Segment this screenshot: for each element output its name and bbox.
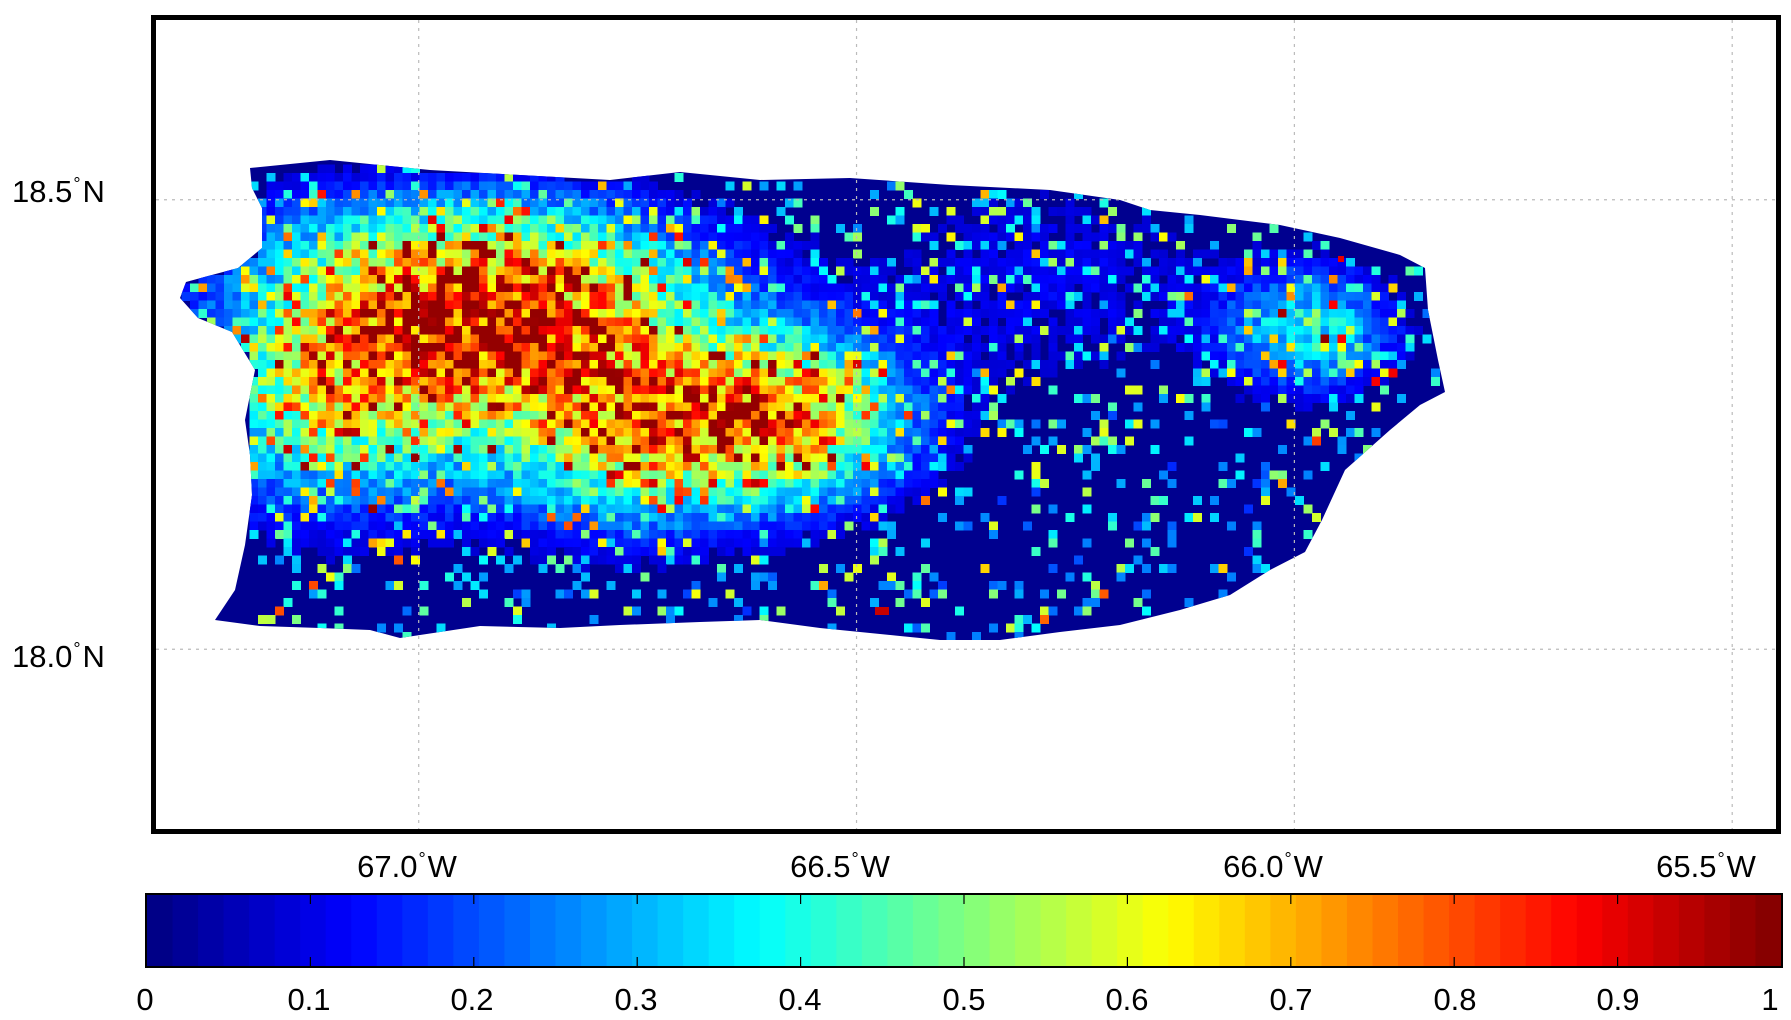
degree-symbol: ° — [73, 639, 81, 659]
degree-symbol: ° — [1284, 849, 1292, 869]
colorbar-tick-label: 0.7 — [1269, 982, 1313, 1017]
degree-symbol: ° — [851, 849, 859, 869]
colorbar-gradient — [147, 895, 1781, 966]
lon-label-66-0-value: 66.0 — [1223, 849, 1284, 884]
land-raster — [181, 164, 1440, 640]
lon-label-65-5: 65.5°W — [1656, 849, 1756, 884]
lon-label-66-0: 66.0°W — [1223, 849, 1323, 884]
colorbar-steps — [147, 895, 1781, 966]
map-plot-area — [151, 15, 1781, 834]
colorbar-tick-label: 0.9 — [1596, 982, 1640, 1017]
colorbar — [145, 893, 1783, 968]
map-svg — [156, 20, 1776, 829]
degree-symbol: ° — [418, 849, 426, 869]
colorbar-tick-label: 0.4 — [778, 982, 822, 1017]
map-grid — [156, 20, 1776, 829]
colorbar-tick-label: 0 — [136, 982, 154, 1017]
colorbar-tick-label: 0.8 — [1433, 982, 1477, 1017]
colorbar-tick-label: 0.3 — [614, 982, 658, 1017]
degree-symbol: ° — [73, 174, 81, 194]
lat-label-18-0-suffix: N — [82, 639, 105, 674]
lat-label-18-0-value: 18.0 — [12, 639, 73, 674]
lon-label-66-0-suffix: W — [1293, 849, 1323, 884]
lon-label-66-5-suffix: W — [860, 849, 890, 884]
lat-label-18-5-suffix: N — [82, 174, 105, 209]
lat-label-18-0: 18.0°N — [12, 639, 105, 674]
colorbar-tick-label: 0.2 — [450, 982, 494, 1017]
lon-label-67-0-suffix: W — [427, 849, 457, 884]
colorbar-ticks — [309, 895, 1619, 966]
colorbar-tick-label: 0.1 — [287, 982, 331, 1017]
lon-label-65-5-suffix: W — [1726, 849, 1756, 884]
lon-label-67-0-value: 67.0 — [357, 849, 418, 884]
colorbar-tick-label: 0.5 — [942, 982, 986, 1017]
lon-label-66-5-value: 66.5 — [790, 849, 851, 884]
colorbar-tick-label: 0.6 — [1105, 982, 1149, 1017]
lat-label-18-5: 18.5°N — [12, 174, 105, 209]
lon-label-67-0: 67.0°W — [357, 849, 457, 884]
degree-symbol: ° — [1717, 849, 1725, 869]
lat-label-18-5-value: 18.5 — [12, 174, 73, 209]
lon-label-66-5: 66.5°W — [790, 849, 890, 884]
colorbar-tick-label: 1 — [1761, 982, 1779, 1017]
lon-label-65-5-value: 65.5 — [1656, 849, 1717, 884]
